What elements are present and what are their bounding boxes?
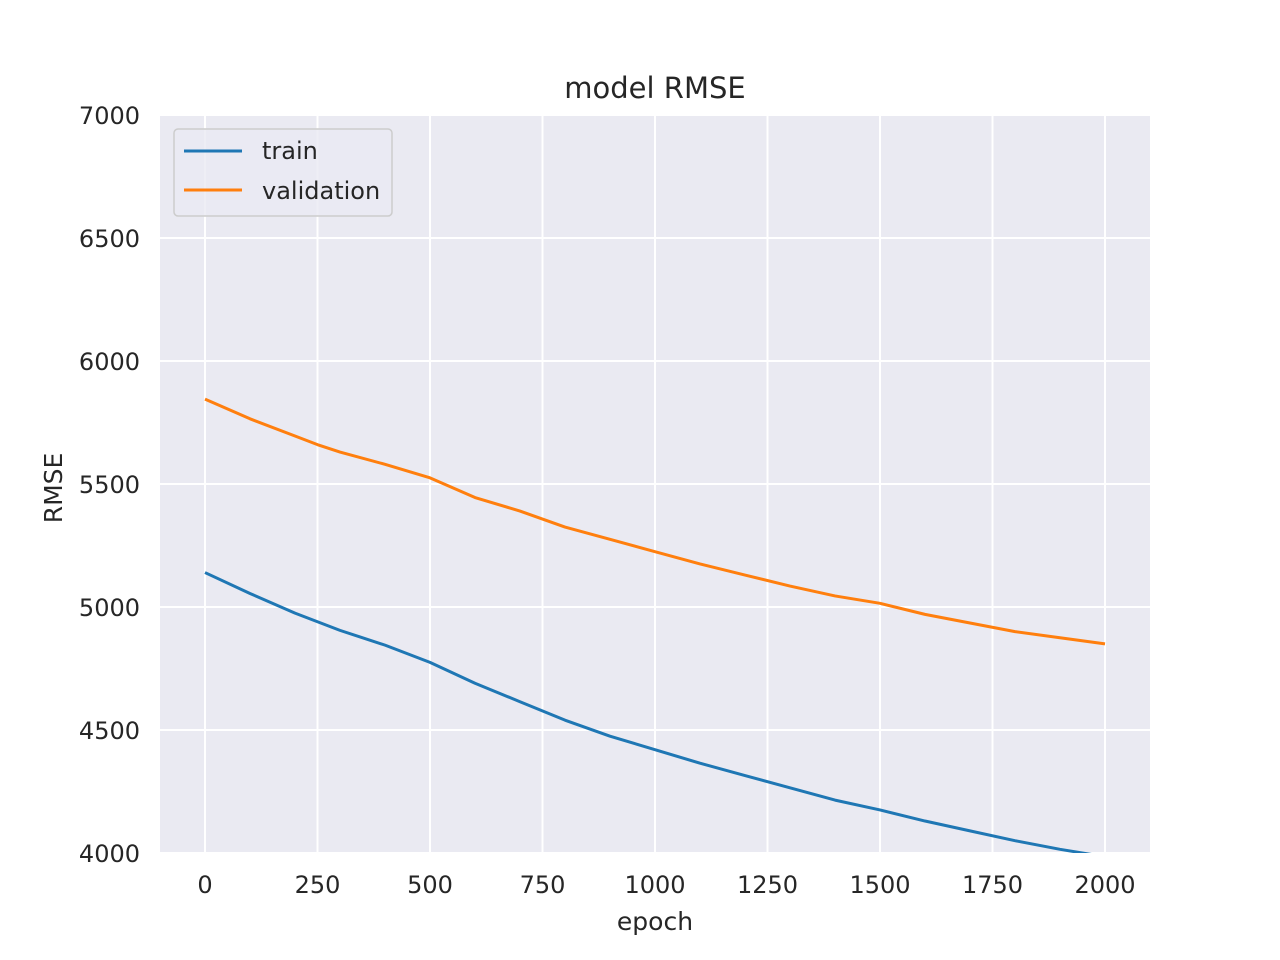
x-tick-label: 1000 <box>624 871 685 899</box>
x-tick-label: 250 <box>295 871 341 899</box>
x-tick-label: 1250 <box>737 871 798 899</box>
y-tick-label: 5500 <box>79 471 140 499</box>
series-line-validation <box>204 397 1106 646</box>
y-tick-label: 4500 <box>79 717 140 745</box>
x-tick-label: 1750 <box>962 871 1023 899</box>
y-tick-label: 4000 <box>79 840 140 868</box>
legend-label-train: train <box>262 137 318 165</box>
y-tick-label: 6500 <box>79 225 140 253</box>
y-tick-label: 5000 <box>79 594 140 622</box>
x-axis-label: epoch <box>617 907 693 936</box>
x-tick-labels: 0 250 500 750 1000 1250 1500 1750 2000 <box>197 871 1135 899</box>
y-tick-label: 7000 <box>79 102 140 130</box>
x-tick-label: 2000 <box>1074 871 1135 899</box>
series-line-train <box>204 571 1092 853</box>
legend: train validation <box>173 128 393 217</box>
series-lines <box>204 397 1106 853</box>
grid-lines <box>160 114 1150 854</box>
legend-label-validation: validation <box>262 177 380 205</box>
chart-title: model RMSE <box>564 71 745 105</box>
x-tick-label: 0 <box>197 871 212 899</box>
x-tick-label: 750 <box>520 871 566 899</box>
y-tick-label: 6000 <box>79 348 140 376</box>
y-axis-label: RMSE <box>39 453 68 524</box>
x-tick-label: 500 <box>407 871 453 899</box>
y-tick-labels: 4000 4500 5000 5500 6000 6500 7000 <box>79 102 140 868</box>
x-tick-label: 1500 <box>849 871 910 899</box>
